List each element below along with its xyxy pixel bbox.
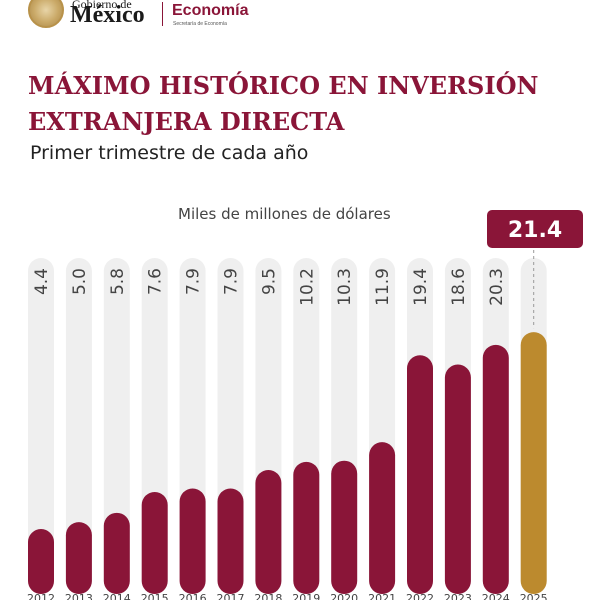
gobierno-label: Gobierno de [72, 0, 132, 11]
value-label: 10.2 [297, 268, 317, 306]
mexico-seal-logo [28, 0, 64, 28]
x-tick-label: 2021 [368, 592, 396, 600]
bar [444, 364, 471, 594]
x-tick-label: 2012 [27, 592, 55, 600]
header: Gobierno de México Economía Secretaría d… [0, 0, 600, 38]
bar [141, 491, 168, 594]
callout-value-label: 21.4 [508, 218, 562, 243]
x-tick-label: 2018 [254, 592, 282, 600]
x-tick-label: 2016 [179, 592, 207, 600]
bar [482, 344, 509, 594]
bar [103, 512, 130, 594]
bar [293, 461, 320, 594]
title-line-1: MÁXIMO HISTÓRICO EN INVERSIÓN [28, 71, 539, 100]
bar [520, 332, 547, 594]
unit-label: Miles de millones de dólares [178, 205, 391, 223]
economia-label: Economía [172, 2, 249, 19]
x-tick-label: 2015 [141, 592, 169, 600]
value-label: 9.5 [259, 268, 279, 295]
bar [179, 488, 206, 594]
header-divider [162, 2, 163, 26]
bar [28, 529, 54, 594]
title-line-2: EXTRANJERA DIRECTA [28, 107, 345, 136]
bar [255, 469, 282, 594]
x-tick-label: 2019 [292, 592, 320, 600]
mexico-label: México [70, 2, 145, 28]
value-label: 10.3 [335, 268, 355, 306]
x-tick-label: 2013 [65, 592, 93, 600]
value-label: 11.9 [373, 268, 393, 306]
x-tick-label: 2017 [217, 592, 245, 600]
x-tick-label: 2023 [444, 592, 472, 600]
value-label: 5.8 [108, 268, 128, 295]
x-tick-label: 2020 [330, 592, 358, 600]
bar [65, 522, 92, 594]
value-label: 7.6 [146, 268, 166, 295]
value-label: 20.3 [487, 268, 507, 306]
bar-track [103, 258, 130, 594]
bar-track [28, 258, 54, 594]
x-tick-label: 2014 [103, 592, 131, 600]
bar-track [65, 258, 92, 594]
bar [331, 460, 358, 594]
bar [369, 442, 396, 594]
value-label: 5.0 [70, 268, 90, 295]
bar [217, 488, 244, 594]
secretaria-label: Secretaría de Economía [173, 21, 227, 27]
page-title: MÁXIMO HISTÓRICO EN INVERSIÓN EXTRANJERA… [28, 68, 588, 140]
value-label: 18.6 [449, 268, 469, 306]
x-tick-label: 2025 [520, 592, 548, 600]
value-label: 7.9 [222, 268, 242, 295]
value-label: 4.4 [32, 268, 52, 295]
x-tick-label: 2022 [406, 592, 434, 600]
value-label: 7.9 [184, 268, 204, 295]
callout-box [487, 210, 583, 248]
value-label: 19.4 [411, 268, 431, 306]
x-tick-label: 2024 [482, 592, 510, 600]
bar [407, 355, 433, 594]
page-subtitle: Primer trimestre de cada año [30, 142, 309, 164]
